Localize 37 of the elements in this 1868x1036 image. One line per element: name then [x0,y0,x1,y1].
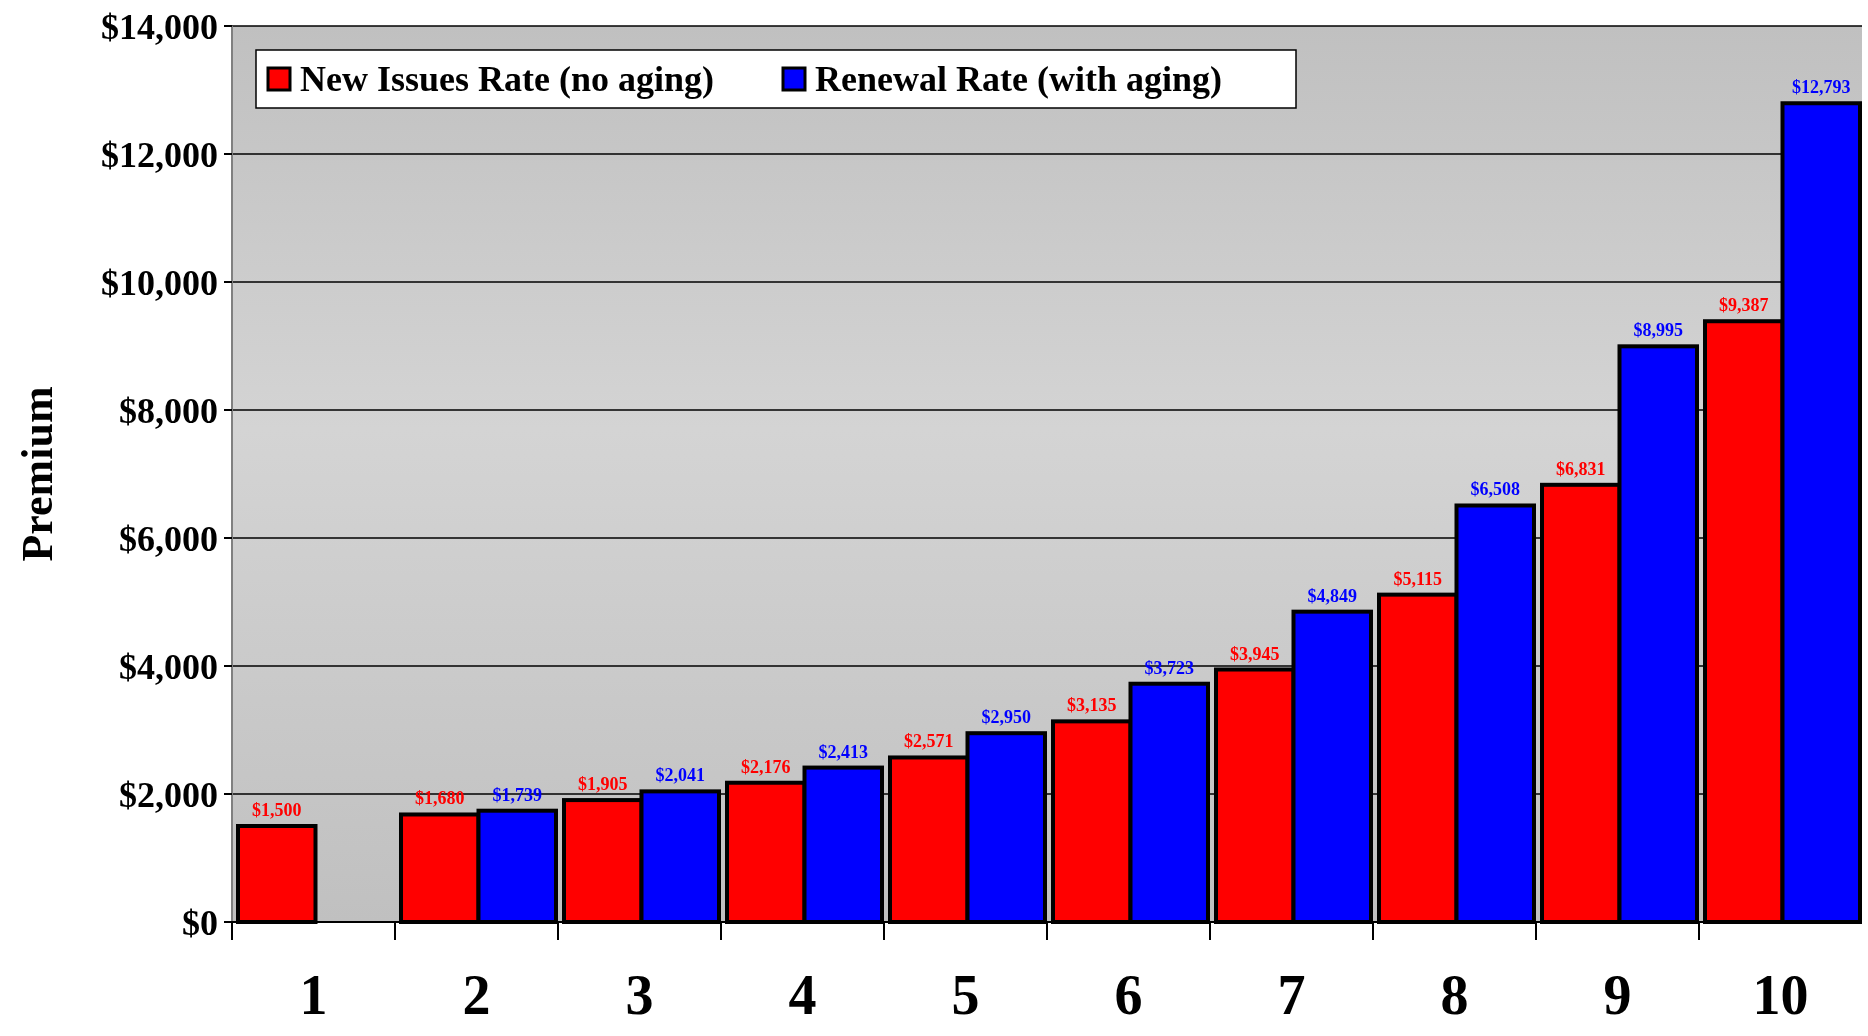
data-label: $5,115 [1393,568,1443,589]
data-label: $12,793 [1792,77,1851,98]
y-tick-label: $0 [182,902,218,943]
x-tick-label: 3 [625,964,654,1026]
legend-label: New Issues Rate (no aging) [300,59,714,99]
y-tick-label: $2,000 [119,774,218,815]
x-tick-label: 5 [951,964,980,1026]
y-tick-label: $4,000 [119,646,218,687]
y-tick-label: $6,000 [119,518,218,559]
data-label: $4,849 [1307,585,1357,606]
y-tick-label: $8,000 [119,390,218,431]
data-label: $2,041 [655,765,705,786]
x-tick-label: 9 [1603,964,1632,1026]
y-axis-title: Premium [13,386,62,562]
data-label: $2,413 [818,741,868,762]
x-tick-label: 7 [1277,964,1306,1026]
data-label: $1,905 [578,774,628,795]
data-label: $2,950 [981,707,1031,728]
x-tick-label: 4 [788,964,817,1026]
y-tick-label: $10,000 [101,262,218,303]
data-label: $6,508 [1470,479,1520,500]
data-label: $2,571 [904,731,954,752]
x-tick-label: 8 [1440,964,1469,1026]
data-label: $9,387 [1719,295,1769,316]
x-tick-label: 10 [1752,964,1809,1026]
data-label: $2,176 [741,756,791,777]
data-label: $1,500 [252,800,302,820]
legend-label: Renewal Rate (with aging) [815,59,1222,99]
data-label: $8,995 [1633,320,1683,341]
x-tick-label: 6 [1114,964,1143,1026]
x-tick-label: 2 [462,964,491,1026]
data-label: $6,831 [1556,458,1606,479]
x-tick-label: 1 [299,964,328,1026]
data-label: $3,945 [1230,643,1280,664]
data-label: $3,135 [1067,695,1117,716]
y-tick-label: $14,000 [101,6,218,47]
y-tick-label: $12,000 [101,134,218,175]
